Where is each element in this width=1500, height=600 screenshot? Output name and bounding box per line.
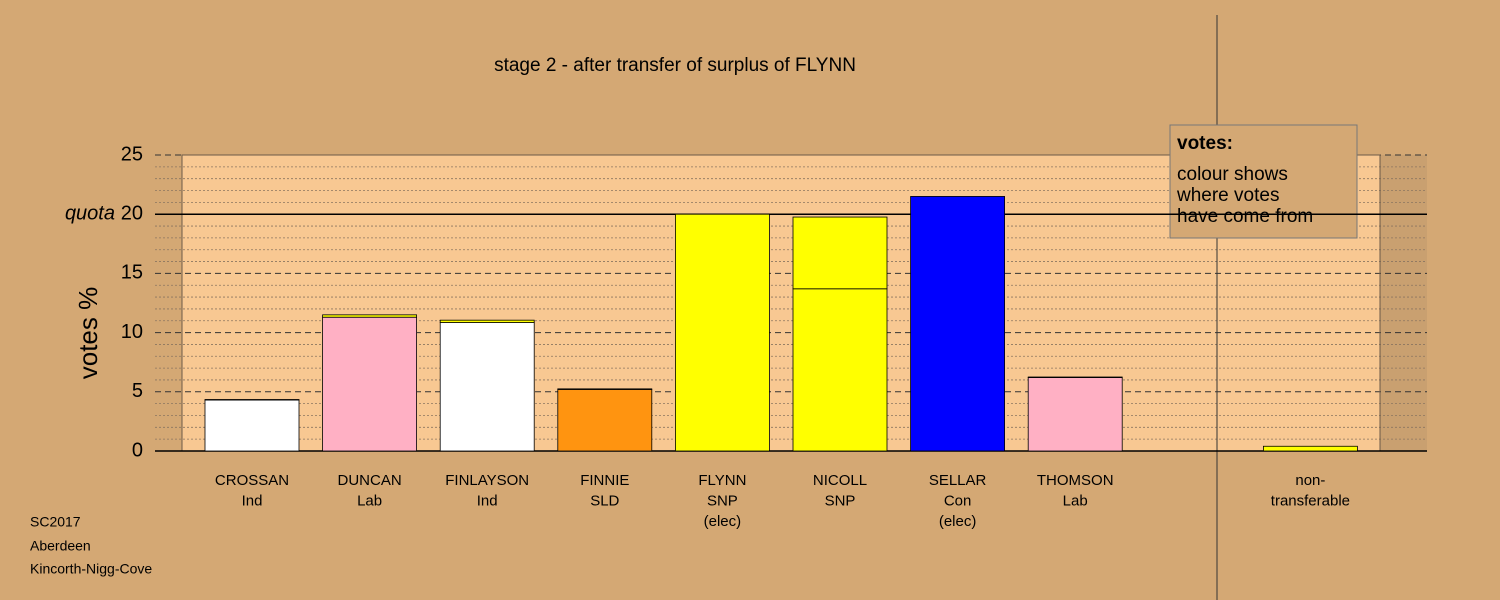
x-tick-label: FLYNN	[698, 472, 746, 489]
legend-text: where votes	[1176, 185, 1279, 206]
chart-title: stage 2 - after transfer of surplus of F…	[494, 55, 856, 76]
legend-text: colour shows	[1177, 164, 1288, 185]
bar-segment	[322, 316, 418, 452]
legend-text: have come from	[1177, 206, 1313, 227]
x-tick-label: SNP	[707, 492, 738, 509]
x-tick-label: Lab	[357, 492, 382, 509]
x-tick-label: SLD	[590, 492, 619, 509]
x-tick-label: CROSSAN	[215, 472, 289, 489]
footer-text: Aberdeen	[30, 538, 91, 554]
bar-segment	[322, 314, 418, 318]
x-tick-label: THOMSON	[1037, 472, 1114, 489]
bar-segment	[792, 216, 888, 290]
x-tick-label: SELLAR	[929, 472, 987, 489]
x-tick-label: FINNIE	[580, 472, 629, 489]
x-tick-label: (elec)	[939, 513, 977, 530]
y-tick-label: 10	[121, 321, 143, 343]
x-tick-label: SNP	[825, 492, 856, 509]
y-tick-label: 15	[121, 262, 143, 284]
quota-label: quota	[65, 202, 115, 224]
legend: votes: colour shows where votes have com…	[1169, 124, 1358, 239]
bar-segment	[1263, 445, 1358, 452]
y-tick-label: 5	[132, 380, 143, 402]
bar-segment	[439, 322, 535, 452]
footer-text: Kincorth-Nigg-Cove	[30, 561, 152, 577]
plot-margin	[1380, 155, 1427, 451]
bar-segment	[204, 399, 300, 401]
bar-segment	[1027, 376, 1123, 378]
x-tick-label: transferable	[1271, 492, 1350, 509]
x-tick-label: FINLAYSON	[445, 472, 529, 489]
x-tick-label: Ind	[242, 492, 263, 509]
x-tick-label: Lab	[1063, 492, 1088, 509]
bar-segment	[792, 288, 888, 452]
y-axis-label: votes %	[73, 287, 103, 380]
x-tick-label: non-	[1295, 472, 1325, 489]
y-tick-label: 0	[132, 439, 143, 461]
bar-segment	[675, 213, 770, 452]
bar-segment	[204, 399, 300, 452]
legend-box	[1169, 124, 1358, 239]
y-tick-label: 25	[121, 143, 143, 165]
x-tick-label: DUNCAN	[338, 472, 402, 489]
x-tick-label: Ind	[477, 492, 498, 509]
footer-text: SC2017	[30, 514, 81, 530]
y-tick-label: 20	[121, 202, 143, 224]
bar-segment	[910, 196, 1005, 452]
bar-segment	[557, 389, 653, 452]
x-tick-label: Con	[944, 492, 972, 509]
legend-title: votes:	[1177, 133, 1233, 154]
x-tick-label: (elec)	[704, 513, 742, 530]
x-tick-label: NICOLL	[813, 472, 867, 489]
bar-segment	[439, 319, 535, 323]
bar-segment	[557, 388, 653, 390]
bar-segment	[1027, 377, 1123, 452]
